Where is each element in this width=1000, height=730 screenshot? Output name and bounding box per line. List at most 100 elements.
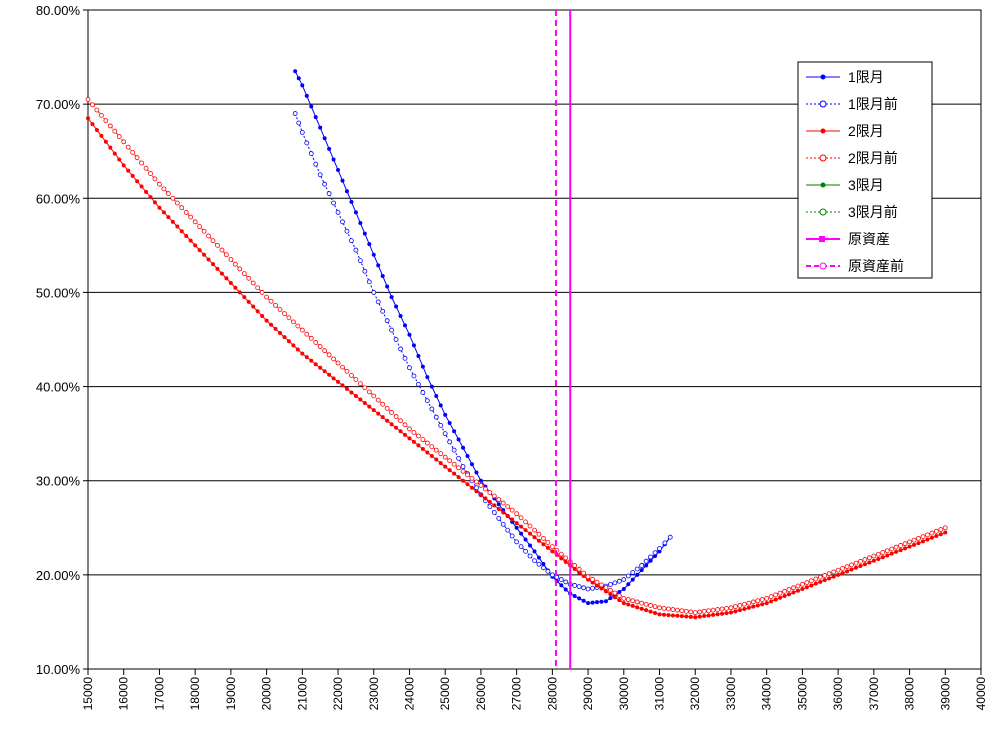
data-point xyxy=(130,149,136,155)
data-point xyxy=(313,362,318,367)
data-point xyxy=(317,172,323,178)
data-point xyxy=(322,136,327,141)
data-point xyxy=(545,540,551,545)
data-point xyxy=(148,195,153,200)
data-point xyxy=(385,418,390,423)
data-point xyxy=(804,585,809,590)
data-point xyxy=(367,242,372,247)
legend-marker xyxy=(820,128,826,134)
data-point xyxy=(375,397,381,403)
data-point xyxy=(371,290,377,295)
data-point xyxy=(621,577,627,582)
data-point xyxy=(559,583,564,588)
data-point xyxy=(617,590,622,595)
data-point xyxy=(514,525,519,530)
data-point xyxy=(308,335,314,341)
data-point xyxy=(523,528,528,533)
data-point xyxy=(443,412,448,417)
data-point xyxy=(634,599,640,605)
data-point xyxy=(474,479,479,485)
data-point xyxy=(228,281,233,286)
x-tick-label: 26000 xyxy=(474,677,488,711)
data-point xyxy=(563,559,568,564)
data-point xyxy=(206,233,211,239)
data-point xyxy=(519,524,524,529)
data-point xyxy=(442,431,448,437)
data-point xyxy=(269,322,274,327)
data-point xyxy=(933,528,939,534)
data-point xyxy=(684,614,689,619)
data-point xyxy=(353,247,359,253)
data-point xyxy=(380,308,386,314)
data-point xyxy=(558,551,564,557)
data-point xyxy=(532,535,537,540)
data-point xyxy=(862,562,867,567)
data-point xyxy=(90,122,95,127)
data-point xyxy=(616,578,622,584)
data-point xyxy=(907,544,912,549)
x-tick-label: 23000 xyxy=(367,677,381,711)
data-point xyxy=(193,243,198,248)
data-point xyxy=(769,599,774,604)
data-point xyxy=(452,471,457,476)
data-point xyxy=(612,590,618,596)
data-point xyxy=(380,401,386,407)
data-point xyxy=(438,461,443,466)
data-point xyxy=(674,607,680,613)
data-point xyxy=(523,519,528,525)
data-point xyxy=(912,542,917,547)
data-point xyxy=(500,521,506,527)
legend-marker xyxy=(820,182,826,188)
data-point xyxy=(358,220,363,225)
data-point xyxy=(482,486,488,492)
data-point xyxy=(429,384,434,389)
data-point xyxy=(215,242,220,248)
data-point xyxy=(621,595,627,601)
data-point xyxy=(228,257,234,262)
data-point xyxy=(344,228,350,234)
data-point xyxy=(715,612,720,617)
data-point xyxy=(429,454,434,459)
data-point xyxy=(528,531,533,536)
data-point xyxy=(661,605,667,611)
data-point xyxy=(563,587,568,592)
data-point xyxy=(791,590,796,595)
data-point xyxy=(902,541,908,547)
data-point xyxy=(219,271,224,276)
x-tick-label: 24000 xyxy=(402,677,416,711)
data-point xyxy=(541,565,546,571)
data-point xyxy=(541,542,546,547)
data-point xyxy=(362,268,368,274)
legend-label: 3限月 xyxy=(848,177,884,193)
data-point xyxy=(313,161,319,167)
data-point xyxy=(492,503,497,508)
data-point xyxy=(384,405,390,411)
data-point xyxy=(831,574,836,579)
data-point xyxy=(760,602,765,607)
data-point xyxy=(822,573,828,578)
data-point xyxy=(742,606,747,611)
legend-marker xyxy=(819,208,827,216)
data-point xyxy=(411,343,416,348)
data-point xyxy=(277,331,282,336)
data-point xyxy=(420,437,426,442)
data-point xyxy=(403,323,408,328)
data-point xyxy=(880,550,886,555)
x-tick-label: 15000 xyxy=(81,677,95,711)
data-point xyxy=(527,523,533,529)
data-point xyxy=(487,499,492,504)
data-point xyxy=(858,564,863,569)
data-point xyxy=(898,548,903,553)
data-point xyxy=(576,584,582,590)
data-point xyxy=(407,436,412,441)
data-point xyxy=(662,540,668,546)
data-point xyxy=(376,263,381,268)
data-point xyxy=(929,530,935,536)
data-point xyxy=(416,353,421,358)
data-point xyxy=(125,144,131,150)
data-point xyxy=(858,558,863,564)
data-point xyxy=(103,139,108,144)
data-point xyxy=(366,389,372,395)
data-point xyxy=(322,369,327,374)
